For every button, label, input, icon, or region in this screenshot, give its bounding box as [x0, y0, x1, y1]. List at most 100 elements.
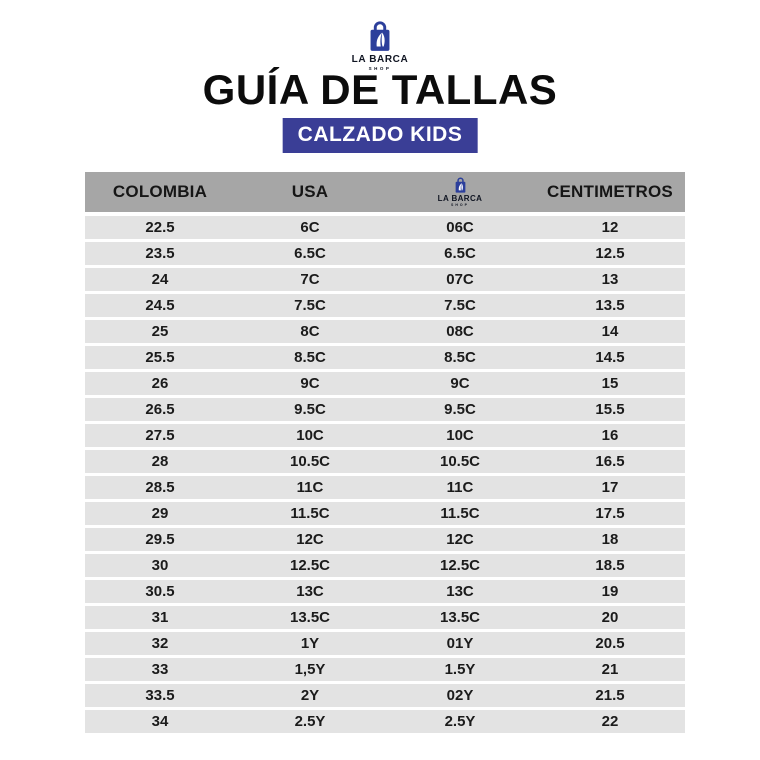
column-header-usa: USA	[235, 172, 385, 216]
brand-name: LA BARCA	[351, 54, 409, 65]
table-row: 23.5 6.5C 6.5C 12.5	[85, 242, 685, 268]
cell-centimetros: 20.5	[535, 632, 685, 658]
cell-colombia: 32	[85, 632, 235, 658]
column-header-colombia: COLOMBIA	[85, 172, 235, 216]
cell-labarca: 10C	[385, 424, 535, 450]
table-row: 32 1Y 01Y 20.5	[85, 632, 685, 658]
cell-centimetros: 12.5	[535, 242, 685, 268]
cell-centimetros: 13	[535, 268, 685, 294]
cell-usa: 1,5Y	[235, 658, 385, 684]
cell-labarca: 12.5C	[385, 554, 535, 580]
cell-usa: 11C	[235, 476, 385, 502]
cell-colombia: 26	[85, 372, 235, 398]
cell-usa: 9.5C	[235, 398, 385, 424]
cell-colombia: 34	[85, 710, 235, 736]
cell-centimetros: 16	[535, 424, 685, 450]
cell-centimetros: 18	[535, 528, 685, 554]
cell-colombia: 26.5	[85, 398, 235, 424]
page-title: GUÍA DE TALLAS	[202, 66, 558, 113]
cell-centimetros: 16.5	[535, 450, 685, 476]
cell-centimetros: 17	[535, 476, 685, 502]
cell-labarca: 9C	[385, 372, 535, 398]
shopping-bag-icon	[0, 21, 760, 53]
size-table-body: 22.5 6C 06C 12 23.5 6.5C 6.5C 12.5 24 7C 07C 13 24.5…	[85, 216, 685, 736]
table-row: 27.5 10C 10C 16	[85, 424, 685, 450]
cell-colombia: 24.5	[85, 294, 235, 320]
cell-usa: 2Y	[235, 684, 385, 710]
cell-centimetros: 17.5	[535, 502, 685, 528]
cell-colombia: 25.5	[85, 346, 235, 372]
cell-labarca: 9.5C	[385, 398, 535, 424]
size-table-header: COLOMBIA USA LA BARCA SH	[85, 172, 685, 216]
brand-sub-label: SHOP	[451, 202, 469, 207]
cell-usa: 2.5Y	[235, 710, 385, 736]
cell-colombia: 28	[85, 450, 235, 476]
table-row: 26 9C 9C 15	[85, 372, 685, 398]
cell-labarca: 12C	[385, 528, 535, 554]
cell-centimetros: 14.5	[535, 346, 685, 372]
table-row: 22.5 6C 06C 12	[85, 216, 685, 242]
table-row: 25.5 8.5C 8.5C 14.5	[85, 346, 685, 372]
table-row: 31 13.5C 13.5C 20	[85, 606, 685, 632]
cell-usa: 10.5C	[235, 450, 385, 476]
cell-usa: 11.5C	[235, 502, 385, 528]
cell-centimetros: 12	[535, 216, 685, 242]
table-row: 25 8C 08C 14	[85, 320, 685, 346]
cell-colombia: 30.5	[85, 580, 235, 606]
table-row: 26.5 9.5C 9.5C 15.5	[85, 398, 685, 424]
cell-labarca: 6.5C	[385, 242, 535, 268]
cell-labarca: 8.5C	[385, 346, 535, 372]
category-badge: CALZADO KIDS	[282, 118, 478, 153]
cell-colombia: 30	[85, 554, 235, 580]
cell-labarca: 13C	[385, 580, 535, 606]
table-row: 29.5 12C 12C 18	[85, 528, 685, 554]
cell-usa: 12.5C	[235, 554, 385, 580]
brand-logo: LA BARCA SHOP	[0, 21, 760, 71]
size-table: COLOMBIA USA LA BARCA SH	[85, 172, 685, 736]
brand-name: LA BARCA	[437, 193, 483, 203]
cell-labarca: 7.5C	[385, 294, 535, 320]
cell-usa: 1Y	[235, 632, 385, 658]
table-row: 33.5 2Y 02Y 21.5	[85, 684, 685, 710]
cell-colombia: 29.5	[85, 528, 235, 554]
cell-centimetros: 21	[535, 658, 685, 684]
column-header-centimetros: CENTIMETROS	[535, 172, 685, 216]
cell-usa: 6C	[235, 216, 385, 242]
cell-labarca: 07C	[385, 268, 535, 294]
cell-labarca: 13.5C	[385, 606, 535, 632]
cell-labarca: 11C	[385, 476, 535, 502]
table-row: 30.5 13C 13C 19	[85, 580, 685, 606]
header-row: COLOMBIA USA LA BARCA SH	[85, 172, 685, 216]
cell-colombia: 31	[85, 606, 235, 632]
cell-centimetros: 14	[535, 320, 685, 346]
cell-colombia: 24	[85, 268, 235, 294]
cell-colombia: 27.5	[85, 424, 235, 450]
cell-labarca: 06C	[385, 216, 535, 242]
cell-usa: 6.5C	[235, 242, 385, 268]
cell-labarca: 08C	[385, 320, 535, 346]
cell-colombia: 22.5	[85, 216, 235, 242]
cell-labarca: 01Y	[385, 632, 535, 658]
cell-usa: 7.5C	[235, 294, 385, 320]
shopping-bag-icon	[385, 177, 535, 194]
cell-labarca: 10.5C	[385, 450, 535, 476]
cell-centimetros: 19	[535, 580, 685, 606]
table-row: 28 10.5C 10.5C 16.5	[85, 450, 685, 476]
cell-usa: 8.5C	[235, 346, 385, 372]
cell-usa: 9C	[235, 372, 385, 398]
table-row: 24.5 7.5C 7.5C 13.5	[85, 294, 685, 320]
table-row: 34 2.5Y 2.5Y 22	[85, 710, 685, 736]
cell-usa: 7C	[235, 268, 385, 294]
cell-centimetros: 15	[535, 372, 685, 398]
cell-usa: 8C	[235, 320, 385, 346]
cell-colombia: 33.5	[85, 684, 235, 710]
cell-centimetros: 20	[535, 606, 685, 632]
table-row: 28.5 11C 11C 17	[85, 476, 685, 502]
cell-labarca: 2.5Y	[385, 710, 535, 736]
brand-logo-small: LA BARCA SHOP	[385, 177, 535, 208]
table-row: 24 7C 07C 13	[85, 268, 685, 294]
column-header-labarca: LA BARCA SHOP	[385, 172, 535, 216]
cell-colombia: 28.5	[85, 476, 235, 502]
cell-colombia: 25	[85, 320, 235, 346]
